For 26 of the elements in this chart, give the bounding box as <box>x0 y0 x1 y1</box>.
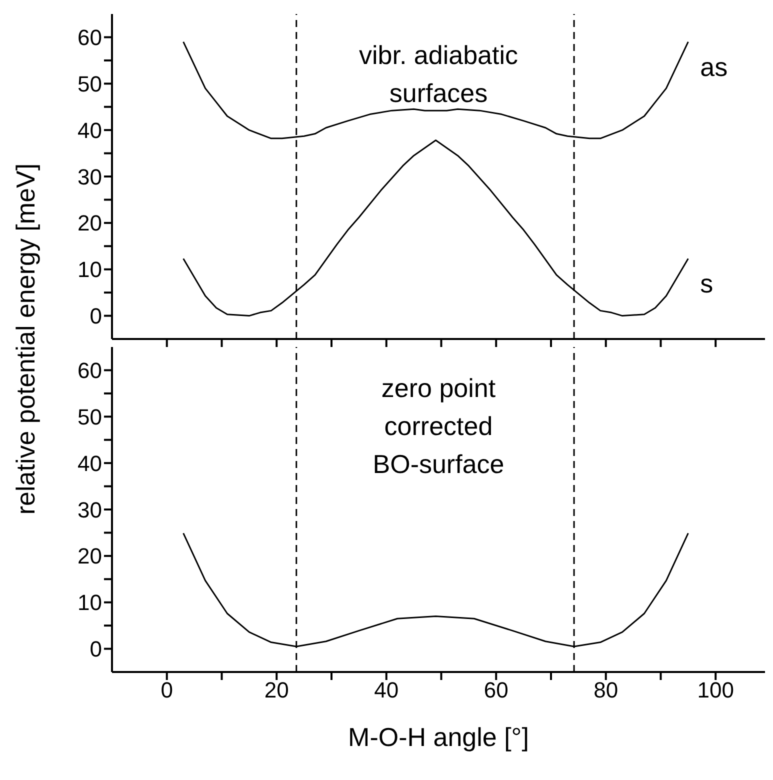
y-tick-label: 10 <box>78 590 102 616</box>
annotation: vibr. adiabatic surfaces <box>359 40 518 108</box>
x-tick-label: 40 <box>374 678 399 703</box>
x-tick-label: 80 <box>594 678 618 703</box>
series-label: s <box>700 268 714 299</box>
x-axis-title: M-O-H angle [°] <box>348 722 529 752</box>
annotation: zero point corrected BO-surface <box>372 373 504 479</box>
x-tick-label: 0 <box>160 678 173 703</box>
y-tick-label: 50 <box>78 71 102 96</box>
y-tick-label: 50 <box>78 404 102 430</box>
y-tick-label: 0 <box>90 636 102 662</box>
y-tick-label: 60 <box>78 25 102 50</box>
y-tick-label: 10 <box>78 257 102 282</box>
y-tick-label: 40 <box>78 118 102 143</box>
x-tick-label: 20 <box>264 678 289 703</box>
y-tick-label: 40 <box>78 450 102 476</box>
y-tick-label: 60 <box>78 358 102 384</box>
y-tick-label: 30 <box>78 164 102 190</box>
y-tick-label: 30 <box>78 497 102 522</box>
y-tick-label: 0 <box>90 304 102 329</box>
series-label: as <box>700 52 728 82</box>
y-axis-title: relative potential energy [meV] <box>10 163 42 515</box>
x-tick-label: 100 <box>697 678 734 703</box>
y-tick-label: 20 <box>78 544 102 569</box>
y-tick-label: 20 <box>78 210 102 236</box>
x-tick-label: 60 <box>484 678 508 703</box>
